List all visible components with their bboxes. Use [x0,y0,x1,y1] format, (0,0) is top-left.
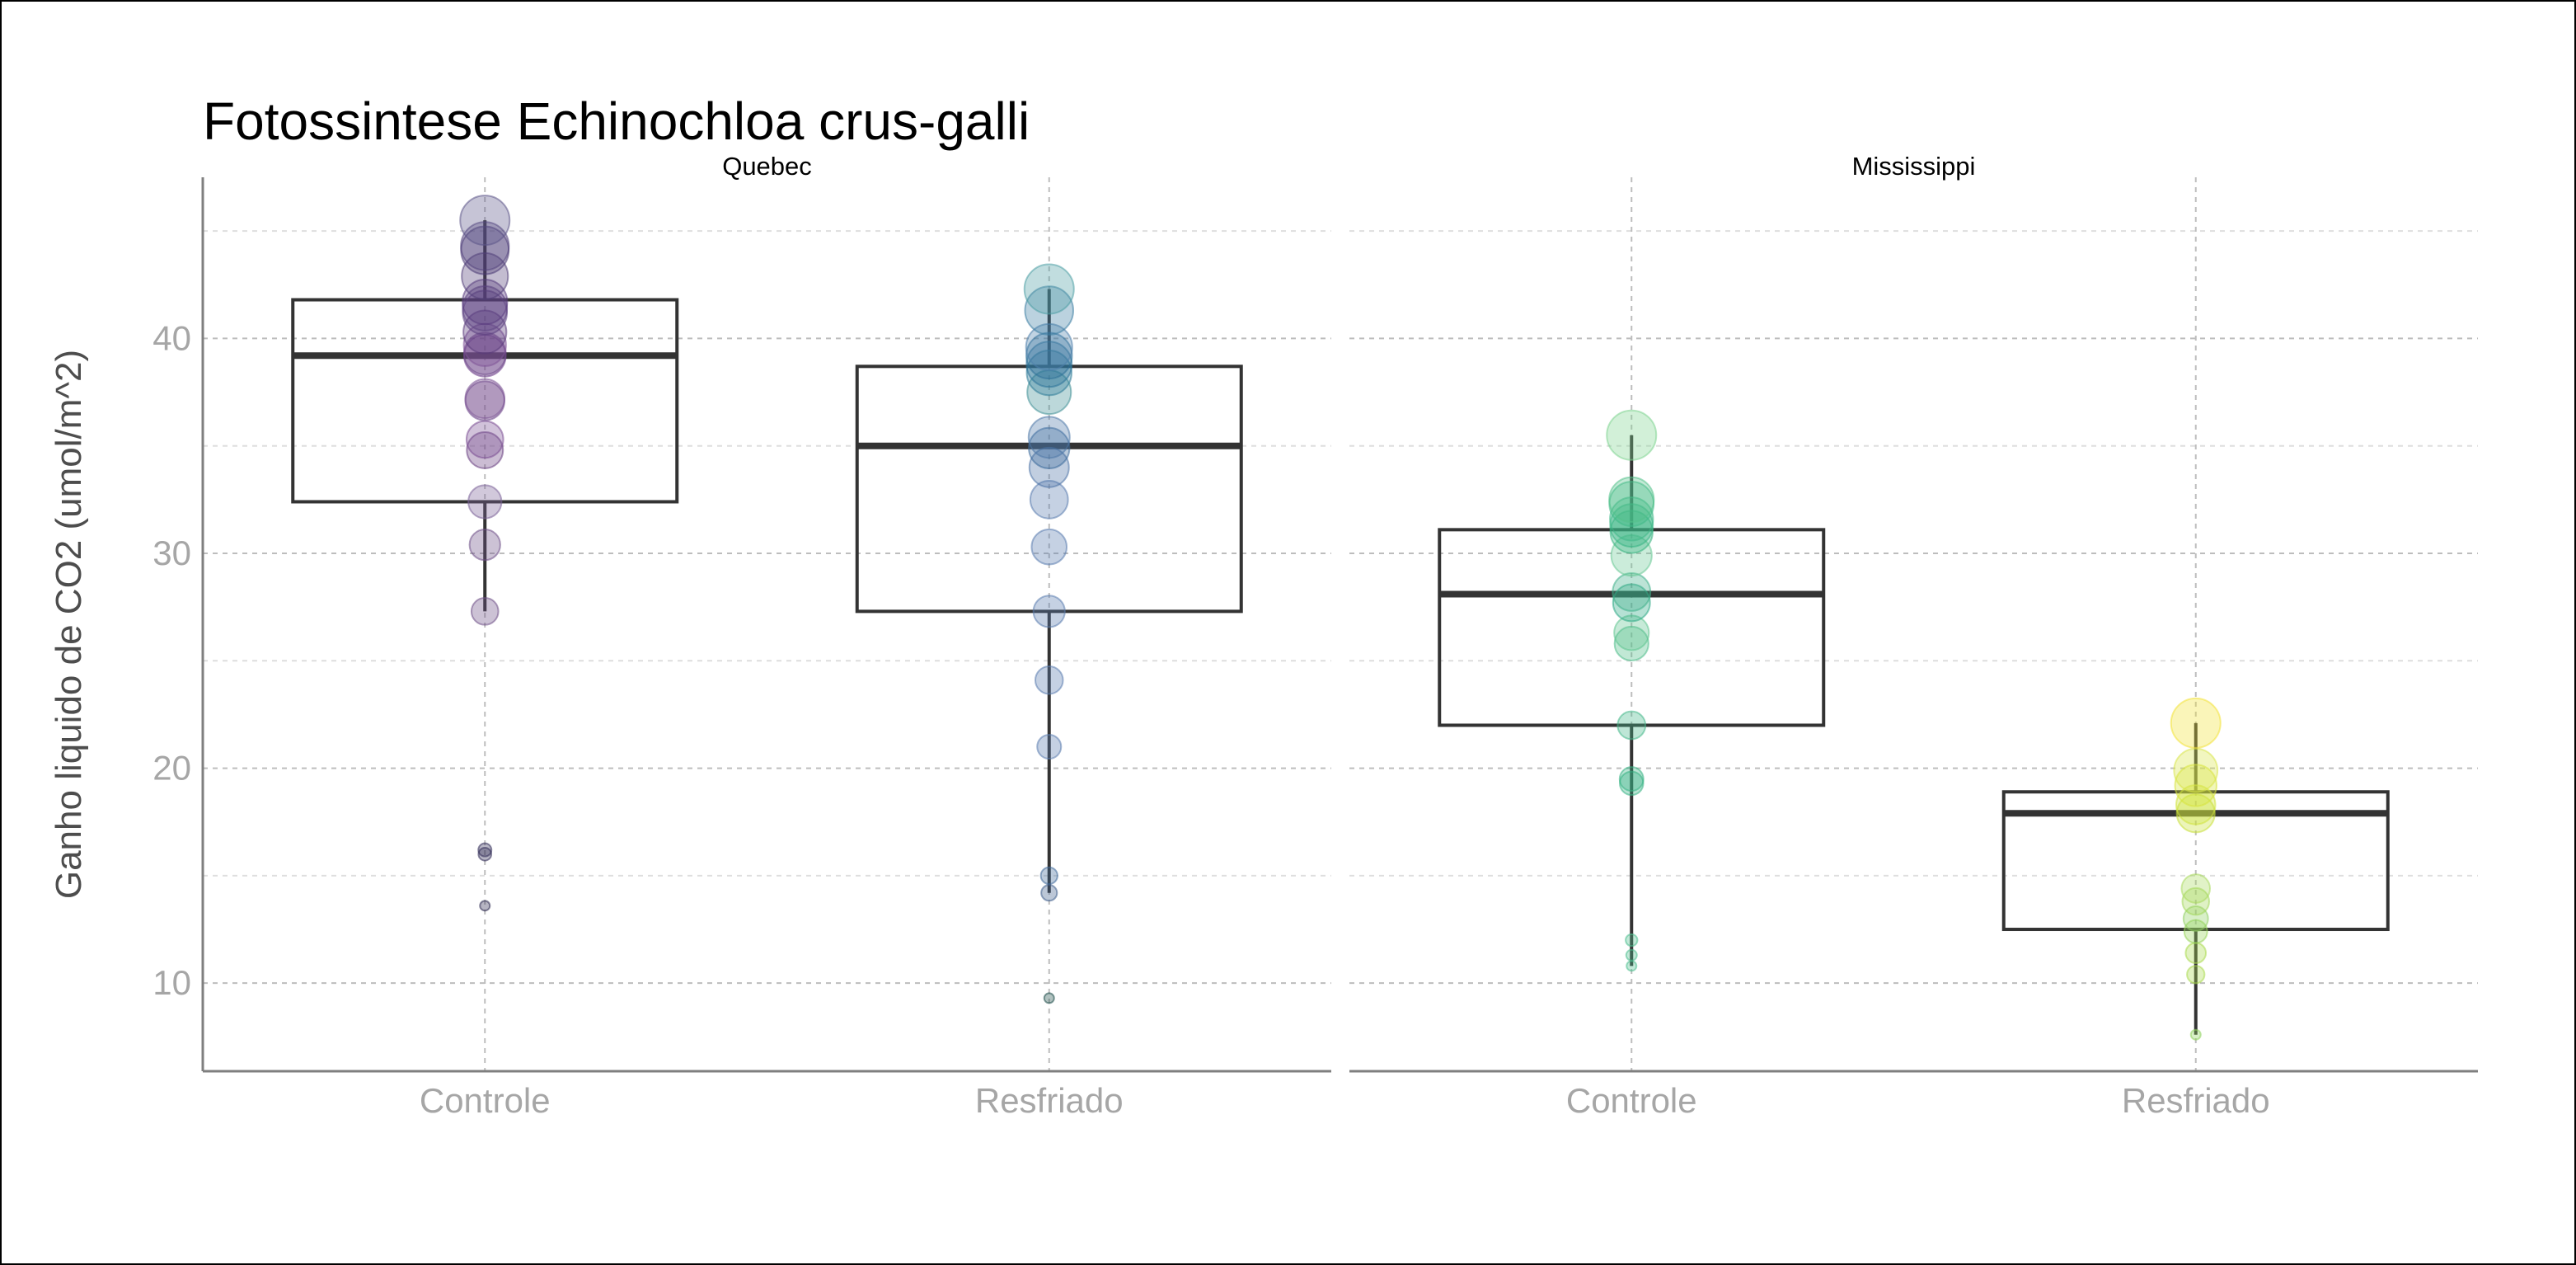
data-point [1043,992,1055,1004]
data-point [479,900,491,912]
data-point [1034,665,1064,695]
data-point [1023,263,1075,315]
data-point [464,378,506,420]
data-point [1609,496,1654,542]
data-point [477,847,493,862]
data-point [1608,476,1655,523]
data-point [1029,479,1069,520]
x-tick-label: Controle [1566,1081,1697,1120]
y-tick-label: 30 [152,534,191,572]
data-point [2181,886,2211,916]
y-axis-title: Ganho liquido de CO2 (umol/m^2) [49,350,89,899]
facet-label-mississippi: Mississippi [1852,152,1976,181]
box-iqr [855,364,1243,614]
data-point [462,278,509,326]
data-point [1613,614,1650,651]
data-point [477,842,493,858]
y-tick-label: 40 [152,318,191,357]
data-point [1625,948,1638,962]
data-point [1027,416,1071,459]
data-point [467,484,503,520]
data-point [1626,960,1638,972]
data-point [468,528,501,562]
data-point [1610,534,1653,577]
data-point [2180,873,2212,904]
data-point [1039,866,1058,886]
x-tick-label: Resfriado [975,1081,1124,1120]
facet-panel-quebec: Quebec Controle Resfriado 10 20 30 40 [152,152,1331,1120]
data-point [461,252,509,300]
data-point [1028,446,1070,488]
data-point [1030,528,1068,566]
data-point [1612,572,1652,612]
data-point [465,420,504,459]
data-point [1613,625,1649,662]
data-point [1032,595,1066,628]
data-point [1024,285,1075,336]
data-point [1025,322,1073,371]
data-point [1625,933,1639,948]
data-point [1606,409,1658,461]
data-point [2170,697,2222,749]
data-point [1036,734,1063,760]
data-point [1040,884,1058,902]
data-point [2175,784,2217,825]
data-point [466,430,504,469]
box-iqr [1438,528,1826,727]
data-point [1028,426,1071,469]
data-point [2174,764,2217,807]
facet-label-quebec: Quebec [722,152,812,181]
data-point [2184,942,2208,964]
chart-title: Fotossintese Echinochloa crus-galli [203,92,1030,151]
y-tick-label: 20 [152,749,191,788]
data-point [1616,710,1647,741]
facet-panels: Quebec Controle Resfriado 10 20 30 40 Mississip… [152,152,2478,1120]
x-tick-label: Controle [420,1081,551,1120]
data-point [2189,1028,2202,1041]
data-point [2186,965,2206,985]
data-point [1618,766,1645,792]
data-point [1612,583,1651,623]
data-point [459,195,511,247]
y-tick-label: 10 [152,963,191,1002]
data-point [460,221,510,271]
data-point [2173,747,2219,793]
x-tick-label: Resfriado [2122,1081,2270,1120]
facet-panel-mississippi: Mississippi Controle Resfriado [1349,152,2478,1120]
data-point [470,597,500,626]
